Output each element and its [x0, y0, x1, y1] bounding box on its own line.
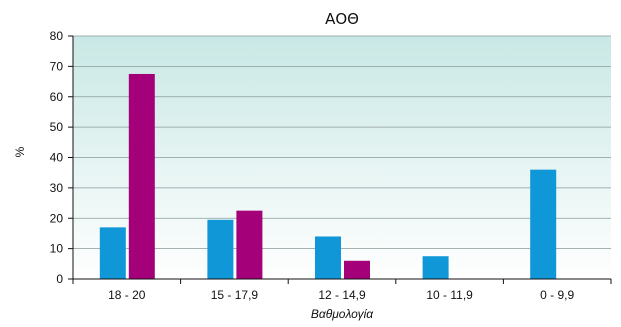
y-tick-label: 0 [56, 272, 63, 286]
y-tick-label: 50 [50, 120, 64, 134]
y-tick-label: 60 [50, 90, 64, 104]
y-tick-label: 70 [50, 59, 64, 73]
x-tick-label: 10 - 11,9 [426, 288, 473, 302]
bar-series-1 [99, 227, 126, 279]
y-tick-label: 80 [50, 29, 64, 43]
x-axis-label: Βαθμολογία [311, 307, 374, 321]
bar-series-1 [315, 236, 341, 279]
y-axis-label: % [13, 146, 27, 157]
y-tick-label: 10 [50, 242, 64, 256]
bars [99, 73, 557, 279]
y-tick-label: 30 [50, 181, 64, 195]
bar-series-1 [530, 169, 557, 279]
bar-series-2 [344, 260, 370, 279]
bar-series-2 [128, 73, 155, 279]
x-tick-label: 12 - 14,9 [318, 288, 366, 302]
grid-lines [73, 35, 611, 250]
x-tick-label: 0 - 9,9 [540, 288, 574, 302]
y-axis-ticks: 0 10 20 30 40 50 60 70 80 [50, 29, 73, 286]
x-tick-label: 18 - 20 [108, 288, 146, 302]
y-tick-label: 40 [50, 151, 64, 165]
bar-series-2 [236, 210, 263, 279]
x-tick-label: 15 - 17,9 [211, 288, 259, 302]
bar-series-1 [422, 256, 449, 279]
bar-series-1 [207, 219, 234, 279]
x-axis-ticks: 18 - 20 15 - 17,9 12 - 14,9 10 - 11,9 0 - 9,… [72, 279, 612, 302]
chart-title: ΑΟΘ [325, 10, 359, 28]
y-tick-label: 20 [50, 211, 64, 225]
